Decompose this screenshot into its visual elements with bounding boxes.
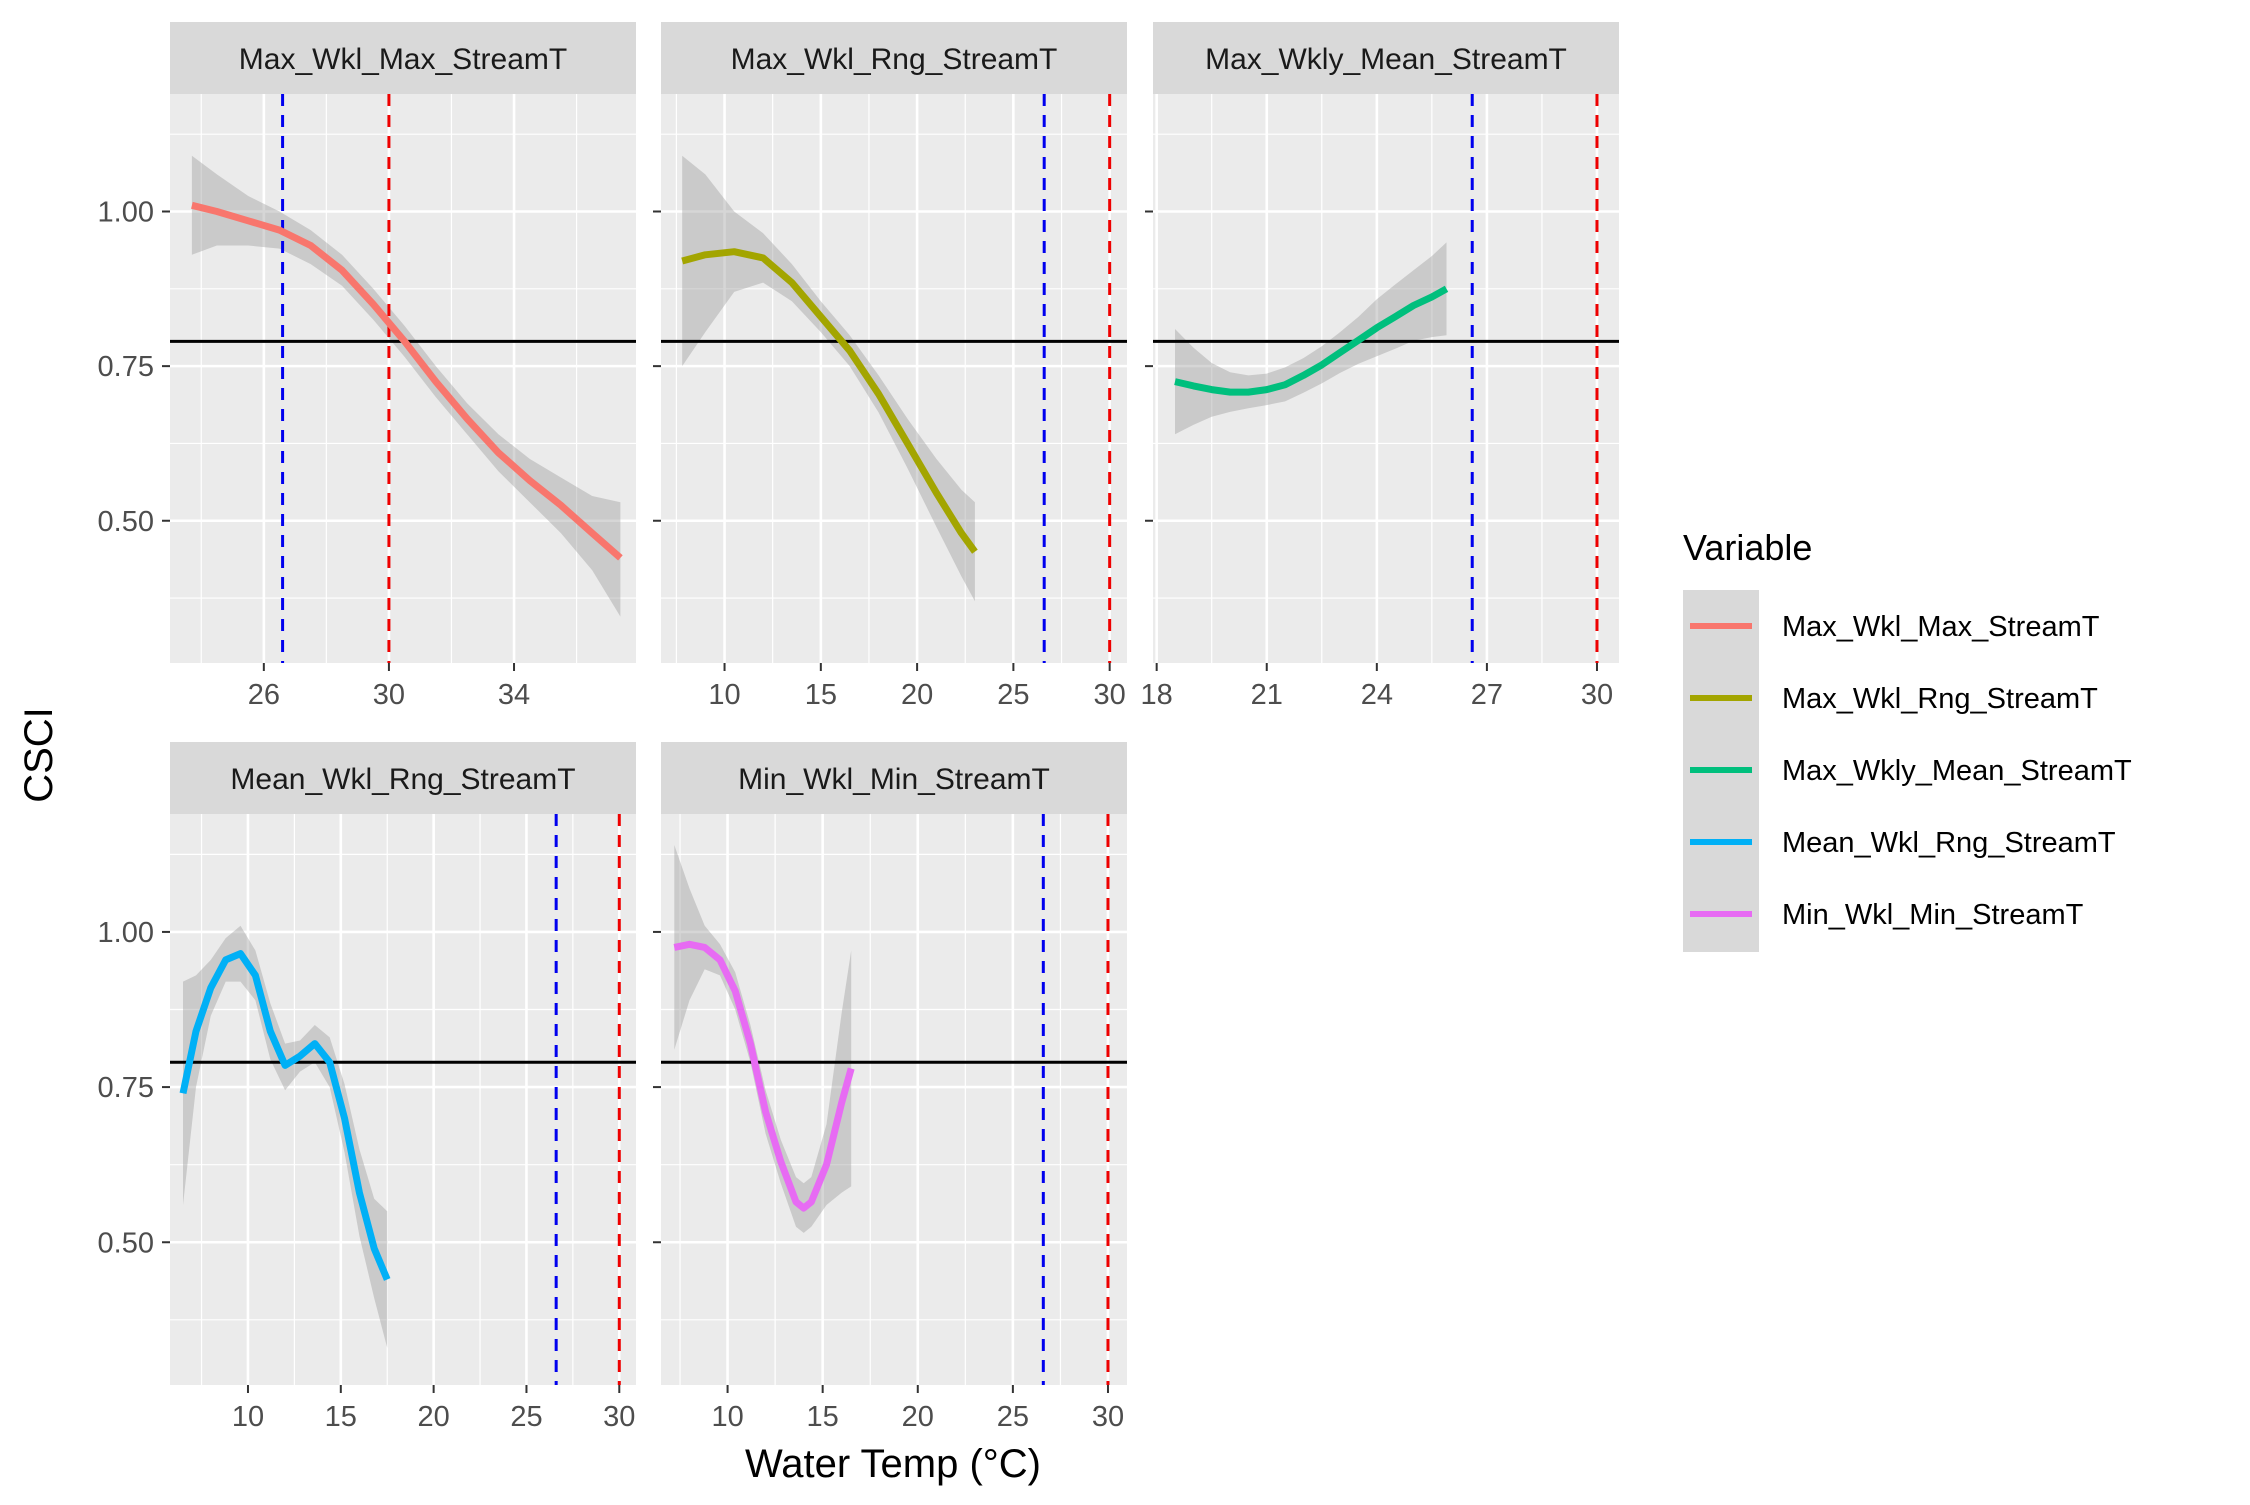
y-tick-label: 0.50 <box>98 506 154 538</box>
y-axis-title: CSCI <box>17 707 61 803</box>
facet-panel: Min_Wkl_Min_StreamT 10 15 20 25 30 <box>653 742 1127 1433</box>
facet-strip <box>170 742 636 814</box>
x-tick-label: 20 <box>418 1401 450 1433</box>
legend-label: Min_Wkl_Min_StreamT <box>1782 899 2084 931</box>
series-line <box>191 201 623 561</box>
x-tick-label: 30 <box>1094 679 1126 711</box>
legend: Variable Max_Wkl_Max_StreamT Max_Wkl_Rng_… <box>1683 527 2132 952</box>
legend-entry: Max_Wkl_Rng_StreamT <box>1690 683 2098 715</box>
facet-strip-label: Max_Wkl_Max_StreamT <box>239 43 567 76</box>
x-axis-title: Water Temp (°C) <box>745 1442 1041 1486</box>
confidence-band <box>674 845 852 1233</box>
facet-panel: Mean_Wkl_Rng_StreamT 0.50 0.75 1.00 10 15 20 25… <box>98 742 636 1433</box>
panel-background <box>1153 94 1619 663</box>
x-tick-label: 15 <box>805 679 837 711</box>
series-line <box>1174 285 1449 396</box>
series-line <box>179 950 391 1281</box>
x-tick-label: 30 <box>1092 1401 1124 1433</box>
legend-title: Variable <box>1683 527 1812 568</box>
confidence-band <box>1175 242 1447 435</box>
facet-panel: Max_Wkl_Max_StreamT 0.50 0.75 1.00 26 30 34 <box>98 22 636 711</box>
x-tick-label: 25 <box>997 679 1029 711</box>
facet-strip-label: Max_Wkl_Rng_StreamT <box>731 43 1058 76</box>
facet-strip <box>1153 22 1619 94</box>
confidence-band <box>191 155 621 617</box>
panel-background <box>661 94 1127 663</box>
series-line <box>681 248 978 554</box>
x-tick-label: 34 <box>498 679 530 711</box>
facet-strip-label: Max_Wkly_Mean_StreamT <box>1205 43 1567 76</box>
y-tick-label: 0.75 <box>98 1072 154 1104</box>
legend-label: Max_Wkly_Mean_StreamT <box>1782 755 2132 787</box>
x-tick-label: 10 <box>711 1401 743 1433</box>
y-tick-label: 0.75 <box>98 351 154 383</box>
legend-label: Max_Wkl_Max_StreamT <box>1782 611 2100 643</box>
x-tick-label: 15 <box>325 1401 357 1433</box>
x-tick-label: 26 <box>248 679 280 711</box>
facet-strip <box>661 742 1127 814</box>
x-tick-label: 30 <box>373 679 405 711</box>
panel-background <box>661 814 1127 1385</box>
facet-panel: Max_Wkl_Rng_StreamT 10 15 20 25 30 <box>653 22 1127 711</box>
x-tick-label: 30 <box>1581 679 1613 711</box>
x-tick-label: 21 <box>1251 679 1283 711</box>
legend-entry: Max_Wkly_Mean_StreamT <box>1690 755 2132 787</box>
x-tick-label: 10 <box>708 679 740 711</box>
panel-background <box>170 814 636 1385</box>
x-tick-label: 15 <box>807 1401 839 1433</box>
facet-strip <box>661 22 1127 94</box>
y-tick-label: 1.00 <box>98 197 154 229</box>
x-tick-label: 30 <box>603 1401 635 1433</box>
y-tick-label: 0.50 <box>98 1227 154 1259</box>
x-tick-label: 20 <box>902 1401 934 1433</box>
legend-label: Mean_Wkl_Rng_StreamT <box>1782 827 2116 859</box>
panel-background <box>170 94 636 663</box>
x-tick-label: 10 <box>232 1401 264 1433</box>
x-tick-label: 18 <box>1141 679 1173 711</box>
x-tick-label: 24 <box>1361 679 1393 711</box>
x-tick-label: 25 <box>510 1401 542 1433</box>
x-tick-label: 27 <box>1471 679 1503 711</box>
facet-strip <box>170 22 636 94</box>
facet-strip-label: Min_Wkl_Min_StreamT <box>738 763 1050 796</box>
y-tick-label: 1.00 <box>98 917 154 949</box>
series-line <box>673 940 855 1212</box>
legend-entry: Max_Wkl_Max_StreamT <box>1690 611 2100 643</box>
legend-entry: Mean_Wkl_Rng_StreamT <box>1690 827 2116 859</box>
x-tick-label: 20 <box>901 679 933 711</box>
legend-entry: Min_Wkl_Min_StreamT <box>1690 899 2084 931</box>
x-tick-label: 25 <box>997 1401 1029 1433</box>
facet-strip-label: Mean_Wkl_Rng_StreamT <box>230 763 575 796</box>
confidence-band <box>682 155 975 602</box>
facet-panel: Max_Wkly_Mean_StreamT 18 21 24 27 30 <box>1141 22 1619 711</box>
legend-entries: Max_Wkl_Max_StreamT Max_Wkl_Rng_StreamT Ma… <box>1690 611 2132 931</box>
legend-label: Max_Wkl_Rng_StreamT <box>1782 683 2098 715</box>
